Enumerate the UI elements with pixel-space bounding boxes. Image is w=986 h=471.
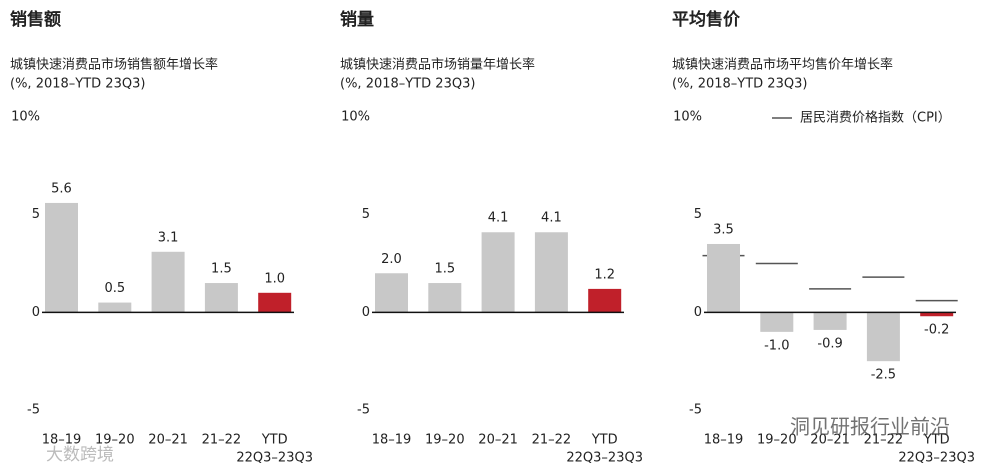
legend-label: 居民消费价格指数（CPI） xyxy=(800,110,951,126)
watermark: 洞见研报行业前沿 xyxy=(790,415,950,439)
x-tick-label: 21–22 xyxy=(202,433,242,448)
x-tick-label: 20–21 xyxy=(478,433,518,448)
bar xyxy=(98,302,132,313)
category-note: 22Q3–23Q3 xyxy=(566,451,643,466)
y-tick-label: 10% xyxy=(673,110,702,125)
bar xyxy=(428,283,462,313)
value-label: -2.5 xyxy=(871,368,896,383)
x-tick-label: 20–21 xyxy=(810,433,850,448)
value-label: 0.5 xyxy=(104,281,125,296)
value-label: 1.2 xyxy=(594,267,615,282)
watermark: 大数跨境 xyxy=(46,445,114,465)
chart-subtitle: (%, 2018–YTD 23Q3) xyxy=(340,77,475,92)
value-label: 5.6 xyxy=(51,181,72,196)
bar xyxy=(866,312,900,362)
bar xyxy=(588,288,622,313)
bar xyxy=(375,273,408,313)
x-tick-label: 19–20 xyxy=(425,433,465,448)
y-tick-label: 5 xyxy=(694,207,702,222)
bar xyxy=(204,283,238,313)
x-tick-label: 20–21 xyxy=(148,433,188,448)
bar xyxy=(258,292,292,313)
y-tick-label: 0 xyxy=(32,305,40,320)
value-label: -0.2 xyxy=(924,323,949,338)
x-tick-label: 21–22 xyxy=(864,433,904,448)
bar xyxy=(920,312,954,317)
x-tick-label: 19–20 xyxy=(757,433,797,448)
value-label: 2.0 xyxy=(381,252,402,267)
y-tick-label: 5 xyxy=(32,207,40,222)
value-label: -1.0 xyxy=(764,338,789,353)
bar xyxy=(534,232,568,313)
value-label: 3.5 xyxy=(713,222,734,237)
x-tick-label: YTD xyxy=(923,433,950,448)
bar xyxy=(760,312,794,332)
x-tick-label: 18–19 xyxy=(42,433,82,448)
x-tick-label: 19–20 xyxy=(95,433,135,448)
bar xyxy=(45,202,78,313)
chart-subtitle: 城镇快速消费品市场销售额年增长率 xyxy=(10,57,218,73)
bar xyxy=(481,232,515,313)
bar xyxy=(151,251,185,313)
value-label: 1.5 xyxy=(434,262,455,277)
y-tick-label: 10% xyxy=(11,110,40,125)
y-tick-label: -5 xyxy=(357,403,370,418)
y-tick-label: 0 xyxy=(362,305,370,320)
chart-title: 平均售价 xyxy=(672,9,741,30)
y-tick-label: 0 xyxy=(694,305,702,320)
value-label: 3.1 xyxy=(158,230,179,245)
value-label: 4.1 xyxy=(541,211,562,226)
x-tick-label: YTD xyxy=(591,433,618,448)
bar xyxy=(813,312,847,330)
chart-subtitle: 城镇快速消费品市场销量年增长率 xyxy=(340,57,535,73)
chart-title: 销售额 xyxy=(10,9,61,30)
chart-subtitle: 城镇快速消费品市场平均售价年增长率 xyxy=(672,57,893,73)
category-note: 22Q3–23Q3 xyxy=(898,451,975,466)
chart-subtitle: (%, 2018–YTD 23Q3) xyxy=(672,77,807,92)
y-tick-label: 5 xyxy=(362,207,370,222)
x-tick-label: 21–22 xyxy=(532,433,572,448)
bar xyxy=(707,243,740,313)
x-tick-label: 18–19 xyxy=(372,433,412,448)
value-label: 1.0 xyxy=(264,271,285,286)
y-tick-label: -5 xyxy=(27,403,40,418)
x-tick-label: YTD xyxy=(261,433,288,448)
value-label: 1.5 xyxy=(211,262,232,277)
y-tick-label: -5 xyxy=(689,403,702,418)
y-tick-label: 10% xyxy=(341,110,370,125)
x-tick-label: 18–19 xyxy=(704,433,744,448)
chart-subtitle: (%, 2018–YTD 23Q3) xyxy=(10,77,145,92)
category-note: 22Q3–23Q3 xyxy=(236,451,313,466)
value-label: 4.1 xyxy=(488,211,509,226)
value-label: -0.9 xyxy=(817,336,842,351)
chart-title: 销量 xyxy=(340,9,374,30)
